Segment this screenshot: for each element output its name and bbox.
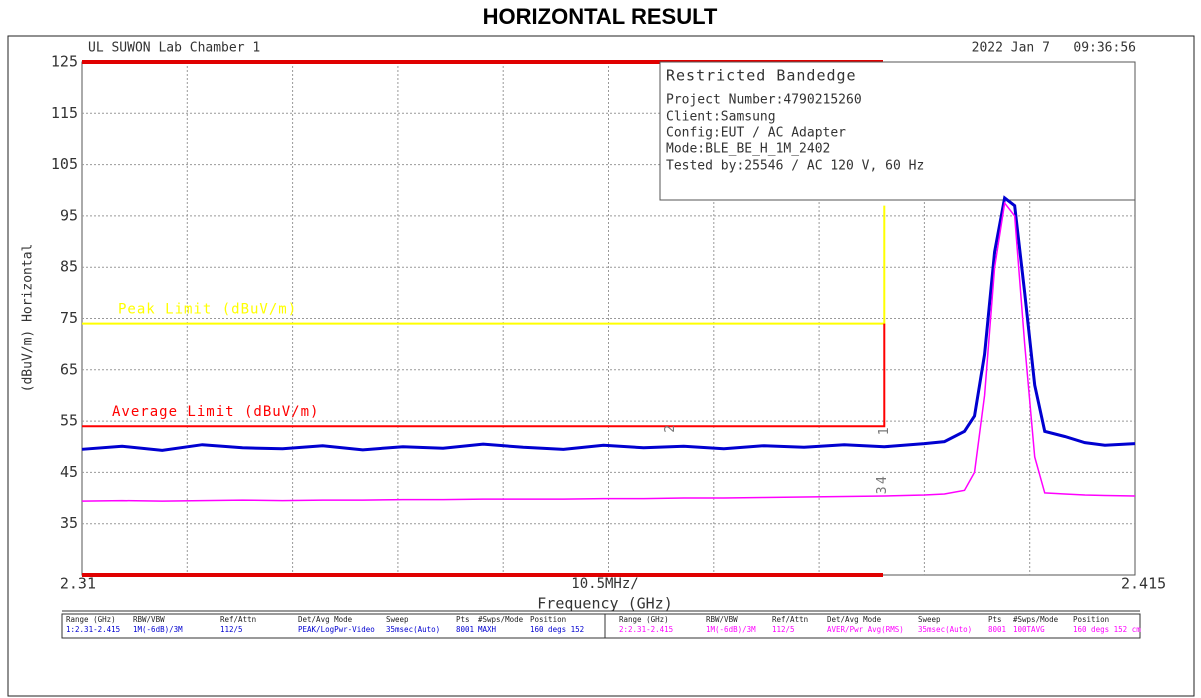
settings-header: RBW/VBW	[133, 615, 165, 624]
y-tick-label: 115	[51, 104, 78, 122]
x-axis-label: Frequency (GHz)	[537, 595, 672, 613]
settings-value: 1M(-6dB)/3M	[133, 625, 183, 634]
settings-value: MAXH	[478, 625, 497, 634]
y-axis-label: (dBuV/m) Horizontal	[21, 244, 36, 393]
limit-label: Peak Limit (dBuV/m)	[118, 302, 297, 318]
chart-title: HORIZONTAL RESULT	[483, 4, 718, 29]
trace	[81, 201, 1136, 502]
info-text: Client:Samsung	[666, 110, 776, 125]
settings-value: 35msec(Auto)	[918, 625, 972, 634]
x-tick-label: 2.415	[1121, 575, 1166, 593]
y-tick-label: 65	[60, 360, 78, 378]
settings-header: Ref/Attn	[772, 615, 808, 624]
settings-header: Pts	[456, 615, 470, 624]
info-text: Restricted Bandedge	[666, 67, 857, 85]
settings-header: Sweep	[386, 615, 409, 624]
y-tick-label: 75	[60, 309, 78, 327]
settings-header: Det/Avg Mode	[827, 615, 882, 624]
settings-value: 160 degs 152 cm	[1073, 625, 1141, 634]
settings-header: Position	[530, 615, 566, 624]
settings-value: 8001	[988, 625, 1006, 634]
marker: 1	[877, 427, 892, 435]
y-tick-label: 35	[60, 514, 78, 532]
settings-header: Ref/Attn	[220, 615, 256, 624]
settings-header: #Swps/Mode	[478, 615, 524, 624]
info-box	[659, 61, 1136, 201]
info-text: Project Number:4790215260	[666, 93, 862, 108]
info-text: Mode:BLE_BE_H_1M_2402	[666, 142, 830, 157]
settings-value: 112/5	[220, 625, 243, 634]
settings-header: Position	[1073, 615, 1109, 624]
settings-header: Det/Avg Mode	[298, 615, 353, 624]
settings-value: 160 degs 152	[530, 625, 584, 634]
limit-label: Average Limit (dBuV/m)	[112, 404, 319, 420]
settings-header: #Swps/Mode	[1013, 615, 1059, 624]
settings-value: 2:2.31-2.415	[619, 625, 673, 634]
settings-value: 100TAVG	[1013, 625, 1045, 634]
y-tick-label: 125	[51, 53, 78, 71]
y-tick-label: 85	[60, 258, 78, 276]
y-tick-label: 45	[60, 463, 78, 481]
header-left: UL SUWON Lab Chamber 1	[88, 41, 260, 56]
settings-header: Sweep	[918, 615, 941, 624]
marker: 3	[875, 486, 890, 494]
limit-line	[82, 323, 886, 428]
settings-header: Range (GHz)	[66, 615, 116, 624]
info-text: Tested by:25546 / AC 120 V, 60 Hz	[666, 159, 924, 174]
marker: 2	[663, 425, 678, 433]
settings-value: PEAK/LogPwr-Video	[298, 625, 375, 634]
x-scale-label: 10.5MHz/	[571, 576, 638, 592]
y-tick-label: 95	[60, 206, 78, 224]
settings-value: AVER/Pwr Avg(RMS)	[827, 625, 904, 634]
settings-box	[61, 613, 1141, 639]
settings-header: Range (GHz)	[619, 615, 669, 624]
x-tick-label: 2.31	[60, 575, 96, 593]
y-tick-label: 55	[60, 412, 78, 430]
settings-value: 8001	[456, 625, 474, 634]
settings-value: 1:2.31-2.415	[66, 625, 120, 634]
y-tick-label: 105	[51, 155, 78, 173]
trace	[81, 195, 1136, 452]
info-text: Config:EUT / AC Adapter	[666, 126, 846, 141]
header-right: 2022 Jan 7 09:36:56	[972, 41, 1136, 56]
settings-value: 112/5	[772, 625, 795, 634]
settings-header: Pts	[988, 615, 1002, 624]
settings-value: 35msec(Auto)	[386, 625, 440, 634]
settings-value: 1M(-6dB)/3M	[706, 625, 756, 634]
frame	[7, 35, 1195, 697]
settings-header: RBW/VBW	[706, 615, 738, 624]
marker: 4	[875, 476, 890, 484]
